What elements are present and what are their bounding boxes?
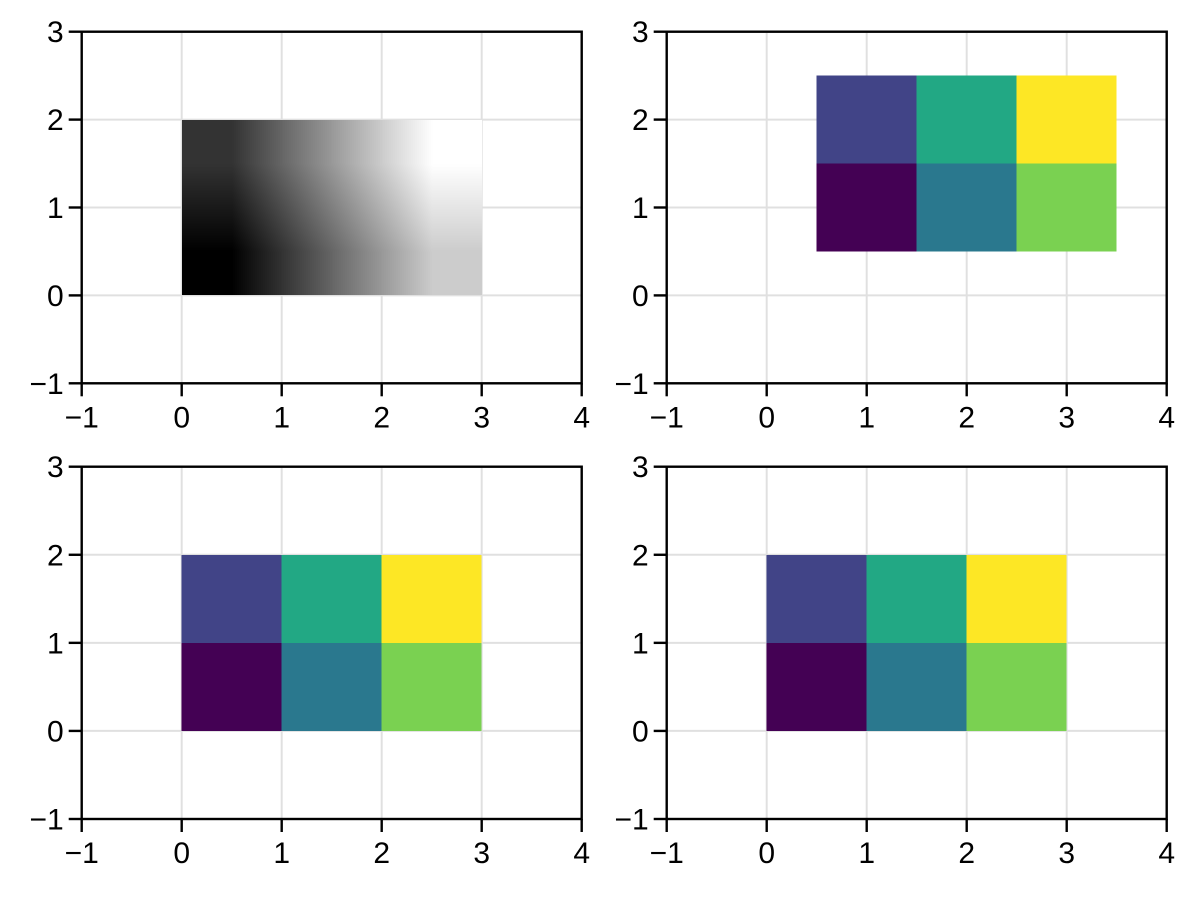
heatmap-cells xyxy=(816,75,1117,252)
x-tick-label: 3 xyxy=(1058,837,1075,870)
x-tick-label: 3 xyxy=(1058,401,1075,434)
heatmap-cell xyxy=(381,554,482,643)
tick-marks xyxy=(653,30,1168,397)
heatmap-cell xyxy=(966,642,1067,731)
heatmap-cell xyxy=(816,163,917,252)
heatmap-cell xyxy=(281,554,382,643)
x-tick-label: 2 xyxy=(373,837,390,870)
y-tick-label: 0 xyxy=(632,715,649,748)
y-tick-label: 2 xyxy=(47,539,64,572)
x-tick-label: −1 xyxy=(65,837,99,870)
x-tick-label: 4 xyxy=(573,837,590,870)
y-tick-label: 0 xyxy=(47,715,64,748)
y-tick-label: 1 xyxy=(47,627,64,660)
tick-labels: −1 0 1 2 3 4 −1 0 1 2 3 xyxy=(614,16,1175,434)
y-tick-label: −1 xyxy=(29,368,63,401)
heatmap-cell xyxy=(866,554,967,643)
x-tick-label: 4 xyxy=(1158,401,1175,434)
x-tick-label: 0 xyxy=(173,837,190,870)
x-tick-label: 4 xyxy=(1158,837,1175,870)
y-tick-label: 2 xyxy=(47,104,64,137)
heatmap-cell xyxy=(381,642,482,731)
x-tick-label: 1 xyxy=(858,837,875,870)
x-tick-label: 1 xyxy=(273,837,290,870)
x-tick-label: −1 xyxy=(65,401,99,434)
y-tick-label: −1 xyxy=(614,804,648,837)
tick-marks xyxy=(68,465,583,832)
subplot-bottom-right: −1 0 1 2 3 4 −1 0 1 2 3 xyxy=(614,451,1175,870)
x-tick-label: 3 xyxy=(473,401,490,434)
tick-marks xyxy=(68,30,583,397)
y-tick-label: 1 xyxy=(632,192,649,225)
tick-marks xyxy=(653,465,1168,832)
interpolated-grayscale-image xyxy=(181,119,482,296)
heatmap-cells xyxy=(181,554,482,731)
x-tick-label: −1 xyxy=(650,401,684,434)
heatmap-cell xyxy=(1016,163,1117,252)
heatmap-cell xyxy=(966,554,1067,643)
heatmap-cell xyxy=(181,554,282,643)
heatmap-cell xyxy=(766,554,867,643)
x-tick-label: 4 xyxy=(573,401,590,434)
y-tick-label: 1 xyxy=(632,627,649,660)
y-tick-label: −1 xyxy=(614,368,648,401)
tick-labels: −1 0 1 2 3 4 −1 0 1 2 3 xyxy=(29,16,590,434)
y-tick-label: 3 xyxy=(47,16,64,49)
x-tick-label: 1 xyxy=(273,401,290,434)
x-tick-label: −1 xyxy=(650,837,684,870)
x-tick-label: 3 xyxy=(473,837,490,870)
x-tick-label: 2 xyxy=(958,401,975,434)
tick-labels: −1 0 1 2 3 4 −1 0 1 2 3 xyxy=(614,451,1175,870)
heatmap-cells xyxy=(766,554,1067,731)
heatmap-cell xyxy=(816,75,917,164)
x-tick-label: 0 xyxy=(758,837,775,870)
y-tick-label: −1 xyxy=(29,804,63,837)
y-tick-label: 0 xyxy=(632,280,649,313)
subplot-top-left: −1 0 1 2 3 4 −1 0 1 2 3 xyxy=(29,16,590,434)
heatmap-cell xyxy=(916,163,1017,252)
x-tick-label: 2 xyxy=(958,837,975,870)
heatmap-cell xyxy=(916,75,1017,164)
heatmap-cell xyxy=(181,642,282,731)
y-tick-label: 3 xyxy=(632,451,649,484)
subplot-top-right: −1 0 1 2 3 4 −1 0 1 2 3 xyxy=(614,16,1175,434)
x-tick-label: 0 xyxy=(758,401,775,434)
x-tick-label: 1 xyxy=(858,401,875,434)
y-tick-label: 0 xyxy=(47,280,64,313)
heatmap-cell xyxy=(766,642,867,731)
y-tick-label: 2 xyxy=(632,539,649,572)
subplot-bottom-left: −1 0 1 2 3 4 −1 0 1 2 3 xyxy=(29,451,590,870)
heatmap-cell xyxy=(1016,75,1117,164)
heatmap-cell xyxy=(866,642,967,731)
y-tick-label: 1 xyxy=(47,192,64,225)
tick-labels: −1 0 1 2 3 4 −1 0 1 2 3 xyxy=(29,451,590,870)
y-tick-label: 3 xyxy=(632,16,649,49)
y-tick-label: 3 xyxy=(47,451,64,484)
heatmap-cell xyxy=(281,642,382,731)
x-tick-label: 2 xyxy=(373,401,390,434)
x-tick-label: 0 xyxy=(173,401,190,434)
y-tick-label: 2 xyxy=(632,104,649,137)
